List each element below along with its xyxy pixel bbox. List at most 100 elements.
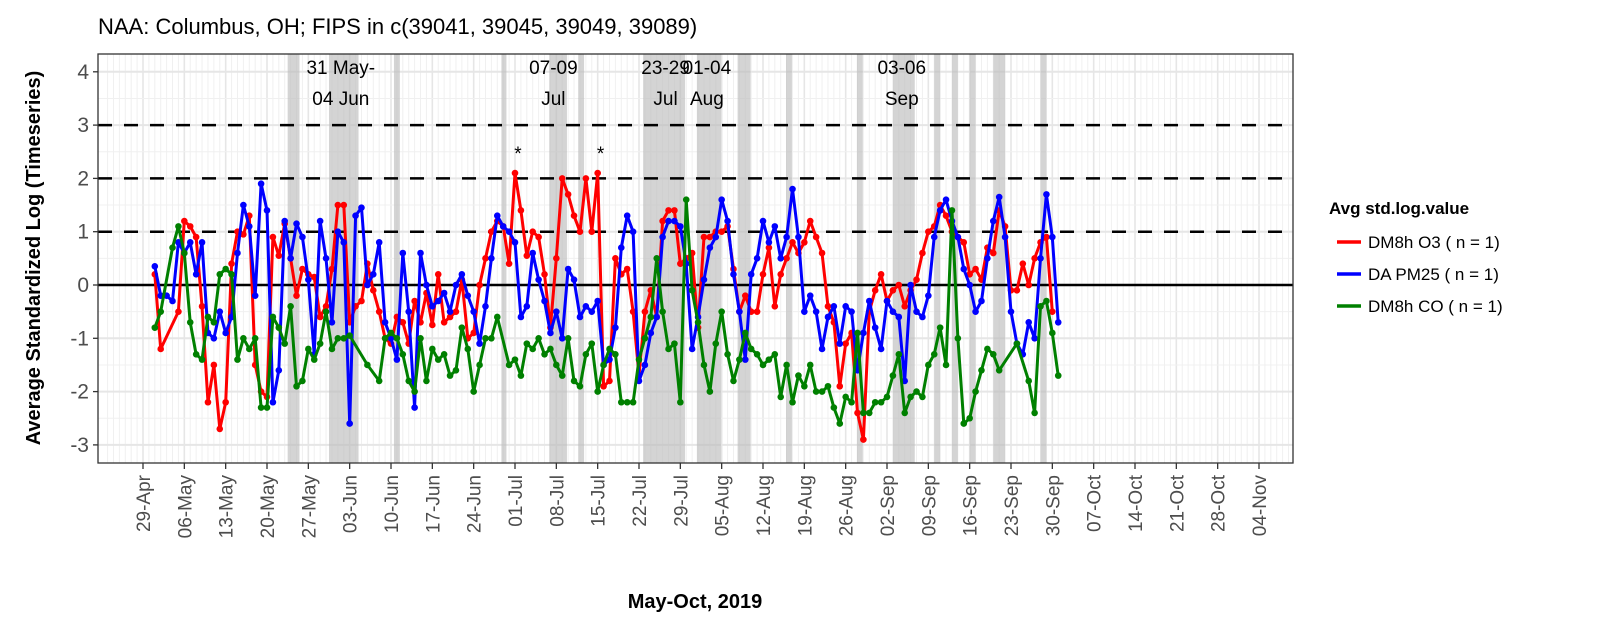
data-point — [889, 287, 897, 294]
data-point — [216, 271, 224, 278]
data-point — [446, 313, 454, 321]
data-point — [234, 249, 241, 257]
data-point — [706, 233, 714, 241]
data-point — [818, 345, 826, 353]
period-annotation: 01-04 — [683, 58, 732, 79]
data-point — [299, 265, 306, 273]
data-point — [458, 324, 466, 331]
data-point — [1013, 340, 1021, 347]
y-tick-label: -2 — [70, 381, 89, 404]
data-point — [871, 324, 879, 331]
data-point — [954, 335, 962, 342]
data-point — [925, 361, 932, 369]
data-point — [1013, 287, 1021, 294]
y-tick-label: -1 — [70, 327, 89, 350]
data-point — [682, 196, 690, 204]
data-point — [558, 175, 566, 182]
data-point — [942, 361, 950, 369]
data-point — [488, 335, 495, 342]
data-point — [251, 292, 259, 299]
data-point — [169, 297, 176, 305]
data-point — [488, 255, 495, 262]
data-point — [854, 409, 861, 417]
data-point — [440, 289, 448, 297]
data-point — [594, 388, 601, 395]
data-point — [836, 382, 844, 390]
period-annotation: 23-29 — [641, 58, 690, 79]
data-point — [594, 169, 601, 177]
x-tick-label: 20-May — [258, 475, 279, 539]
data-point — [493, 313, 501, 321]
data-point — [1049, 233, 1056, 241]
data-point — [334, 335, 342, 342]
data-point — [375, 239, 383, 246]
data-point — [1037, 255, 1044, 262]
data-point — [245, 345, 253, 353]
data-point — [251, 335, 259, 342]
data-point — [706, 244, 714, 251]
data-point — [275, 366, 283, 374]
data-point — [405, 377, 413, 385]
data-point — [257, 180, 265, 188]
data-point — [210, 335, 218, 342]
data-point — [806, 292, 814, 299]
legend-label: DA PM25 ( n = 1) — [1368, 265, 1499, 284]
legend-label: DM8h O3 ( n = 1) — [1368, 233, 1500, 252]
data-point — [511, 356, 519, 363]
data-point — [340, 335, 348, 342]
data-point — [877, 271, 885, 278]
data-point — [464, 292, 472, 299]
data-point — [606, 377, 613, 385]
data-point — [1037, 303, 1044, 310]
data-point — [606, 345, 613, 353]
data-point — [883, 393, 891, 401]
data-point — [299, 233, 306, 241]
data-point — [612, 324, 619, 331]
data-point — [529, 228, 537, 235]
data-point — [322, 255, 330, 262]
data-point — [210, 319, 218, 326]
period-annotation: 07-09 — [529, 58, 578, 79]
shaded-period — [393, 54, 400, 463]
data-point — [747, 345, 755, 353]
period-annotation: 04 Jun — [312, 89, 369, 110]
x-tick-label: 13-May — [217, 475, 238, 539]
data-point — [275, 252, 283, 259]
data-point — [452, 281, 460, 289]
data-point — [1043, 233, 1050, 241]
data-point — [334, 228, 342, 235]
data-point — [334, 201, 342, 209]
shaded-period — [737, 54, 751, 463]
data-point — [925, 228, 932, 235]
data-point — [759, 217, 767, 225]
data-point — [588, 228, 596, 235]
data-point — [783, 233, 790, 241]
data-point — [848, 398, 855, 406]
data-point — [482, 255, 489, 262]
data-point — [263, 404, 271, 411]
data-point — [771, 350, 779, 358]
x-tick-label: 07-Oct — [1085, 474, 1106, 532]
data-point — [547, 345, 554, 353]
data-point — [647, 329, 655, 337]
data-point — [600, 382, 607, 390]
data-point — [275, 324, 283, 331]
data-point — [346, 332, 353, 339]
x-tick-label: 03-Jun — [341, 475, 362, 533]
data-point — [671, 340, 678, 347]
data-point — [446, 308, 454, 315]
data-point — [417, 335, 424, 342]
shaded-period — [969, 54, 976, 463]
data-point — [706, 388, 714, 395]
data-point — [186, 319, 194, 326]
y-axis-label: Average Standardized Log (Timeseries) — [23, 71, 45, 446]
data-point — [989, 249, 997, 257]
data-point — [612, 255, 619, 262]
data-point — [393, 356, 401, 363]
data-point — [564, 335, 572, 342]
data-point — [364, 281, 371, 289]
data-point — [877, 398, 885, 406]
data-point — [417, 249, 424, 257]
data-point — [299, 377, 306, 385]
data-point — [452, 308, 460, 315]
